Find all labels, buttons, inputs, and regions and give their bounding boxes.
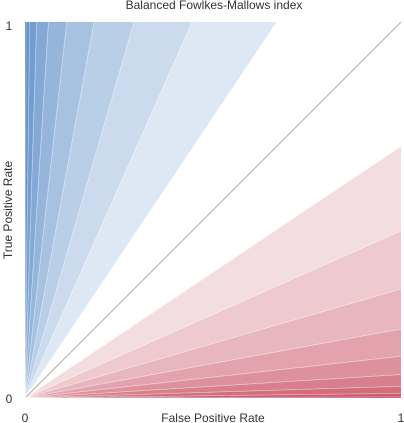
contour-band-19 bbox=[25, 22, 27, 398]
contour-band-7 bbox=[25, 230, 401, 398]
contour-line-9 bbox=[25, 22, 401, 398]
contour-band-14 bbox=[25, 22, 95, 398]
contour-lines bbox=[25, 22, 401, 398]
contour-line-12 bbox=[25, 22, 135, 398]
y-axis-label: True Positive Rate bbox=[1, 161, 15, 260]
contour-line-6 bbox=[25, 288, 401, 398]
chart-title: Balanced Fowlkes-Mallows index bbox=[126, 0, 303, 12]
contour-band-13 bbox=[25, 22, 135, 398]
y-tick-label-0: 0 bbox=[6, 392, 13, 406]
contour-line-13 bbox=[25, 22, 95, 398]
x-tick-label-0: 0 bbox=[22, 411, 29, 423]
contour-band-16 bbox=[25, 22, 49, 398]
contour-line-10 bbox=[25, 22, 278, 398]
contour-line-2 bbox=[25, 385, 401, 398]
contour-line-3 bbox=[25, 374, 401, 398]
contour-line-1 bbox=[25, 392, 401, 398]
contour-line-4 bbox=[25, 355, 401, 398]
contour-line-8 bbox=[25, 145, 401, 398]
contour-line-11 bbox=[25, 22, 193, 398]
contour-line-7 bbox=[25, 230, 401, 398]
plot-area bbox=[25, 22, 401, 398]
contour-band-18 bbox=[25, 22, 30, 398]
x-axis-label: False Positive Rate bbox=[161, 411, 265, 423]
contour-line-0 bbox=[25, 396, 401, 398]
contour-line-5 bbox=[25, 328, 401, 398]
contour-bands bbox=[25, 22, 401, 398]
contour-band-12 bbox=[25, 22, 193, 398]
contour-band-17 bbox=[25, 22, 37, 398]
x-tick-label-1: 1 bbox=[398, 411, 404, 423]
y-tick-label-1: 1 bbox=[6, 19, 13, 33]
contour-band-11 bbox=[25, 22, 277, 398]
contour-band-15 bbox=[25, 22, 67, 398]
contour-band-2 bbox=[25, 386, 401, 398]
